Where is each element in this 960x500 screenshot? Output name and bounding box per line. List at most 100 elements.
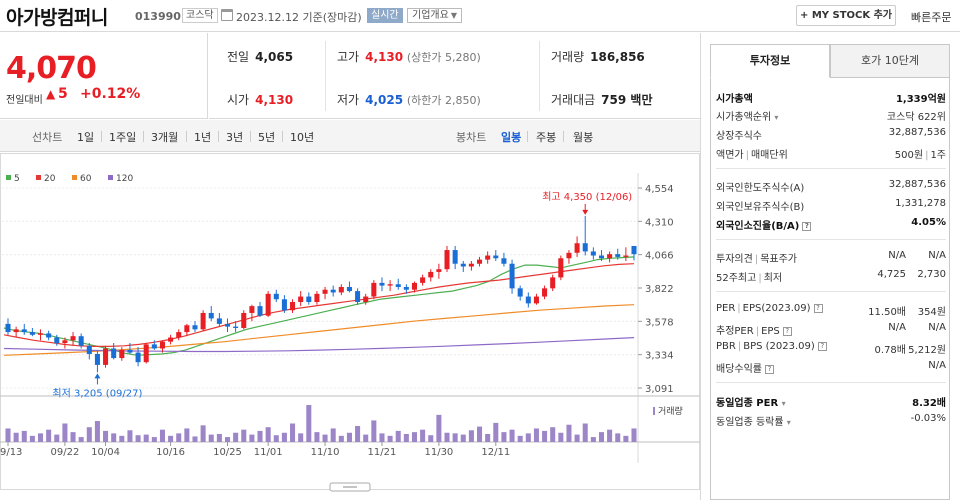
quick-order-link[interactable]: 빠른주문 bbox=[911, 11, 952, 24]
chevron-down-icon[interactable]: ▾ bbox=[781, 399, 786, 408]
high-arrow-head bbox=[582, 209, 589, 215]
label-text: 52주최고 bbox=[716, 273, 757, 284]
label-text: PBR bbox=[716, 341, 736, 352]
candle-body bbox=[607, 254, 613, 259]
volume-bar bbox=[94, 421, 100, 442]
label-text: 외국인소진율(B/A) bbox=[716, 221, 800, 232]
help-icon[interactable]: ? bbox=[817, 341, 827, 351]
candle-daily[interactable]: 일봉 bbox=[501, 131, 522, 144]
candle-body bbox=[444, 250, 450, 270]
separator: | bbox=[758, 273, 762, 284]
period-3m[interactable]: 3개월 bbox=[151, 131, 179, 144]
stat-label: 거래량 bbox=[551, 50, 585, 64]
company-overview-dropdown[interactable]: 기업개요 ▼ bbox=[407, 8, 462, 23]
label-text: 추정PER bbox=[716, 326, 754, 337]
candle-body bbox=[590, 251, 596, 256]
x-tick-label: 09/13 bbox=[0, 447, 22, 458]
market-badge: 코스닥 bbox=[182, 8, 218, 23]
label: 배당수익률? bbox=[716, 360, 774, 375]
help-icon[interactable]: ? bbox=[813, 303, 823, 313]
ma-line-20 bbox=[3, 263, 635, 347]
period-1d[interactable]: 1일 bbox=[77, 131, 95, 144]
chevron-down-icon[interactable]: ▾ bbox=[786, 418, 791, 427]
value: 1,331,278 bbox=[895, 198, 946, 209]
help-icon[interactable]: ? bbox=[765, 364, 774, 374]
volume-bar bbox=[241, 429, 247, 442]
volume-bar bbox=[525, 433, 531, 442]
candle-chart-label[interactable]: 봉차트 bbox=[456, 131, 487, 144]
candle-body bbox=[184, 325, 190, 333]
volume-bar bbox=[452, 433, 458, 442]
candle-weekly[interactable]: 주봉 bbox=[536, 131, 557, 144]
candle-body bbox=[411, 282, 418, 290]
tab-orderbook-10[interactable]: 호가 10단계 bbox=[830, 44, 950, 78]
candle-body bbox=[119, 349, 125, 359]
add-mystock-button[interactable]: + MY STOCK 추가 bbox=[796, 5, 896, 26]
tab-investment-info[interactable]: 투자정보 bbox=[710, 44, 830, 78]
volume-bar bbox=[566, 424, 572, 442]
help-icon[interactable]: ? bbox=[782, 326, 792, 336]
label-text: 매매단위 bbox=[750, 150, 788, 161]
lower-limit: (하한가 2,850) bbox=[406, 94, 481, 107]
candle-body bbox=[403, 286, 409, 290]
chevron-down-icon[interactable]: ▾ bbox=[774, 113, 779, 122]
separator: | bbox=[737, 303, 741, 314]
label-text: 목표주가 bbox=[760, 254, 797, 265]
change-percent: +0.12% bbox=[80, 86, 141, 102]
chevron-down-icon: ▼ bbox=[450, 11, 457, 20]
candle-body bbox=[265, 293, 271, 316]
volume-bar bbox=[119, 435, 125, 442]
up-arrow-icon: ▲ bbox=[46, 87, 56, 101]
candle-body bbox=[566, 252, 572, 259]
candle-body bbox=[62, 340, 68, 344]
candle-body bbox=[468, 263, 474, 267]
volume-bar bbox=[590, 437, 596, 442]
candle-body bbox=[631, 245, 637, 255]
candle-monthly[interactable]: 월봉 bbox=[573, 131, 594, 144]
period-1w[interactable]: 1주일 bbox=[109, 131, 137, 144]
value: N/A bbox=[928, 360, 946, 371]
label-text: BPS (2023.09) bbox=[743, 341, 815, 352]
candle-body bbox=[54, 337, 60, 344]
volume-bar bbox=[550, 427, 556, 442]
help-icon[interactable]: ? bbox=[802, 221, 812, 231]
legend-label: 5 bbox=[14, 174, 20, 184]
line-chart-label[interactable]: 선차트 bbox=[32, 131, 63, 144]
volume-bar bbox=[216, 433, 222, 442]
divider bbox=[325, 41, 326, 111]
candle-body bbox=[208, 312, 214, 319]
period-3y[interactable]: 3년 bbox=[226, 131, 244, 144]
separator: | bbox=[737, 341, 742, 352]
candle-body bbox=[452, 250, 458, 264]
label: 동일업종 등락률 ▾ bbox=[716, 413, 791, 428]
stock-chart[interactable]: 5 20 60 120 4,554 4,310 4,066 3,822 3,578 3,334 3,… bbox=[0, 153, 700, 500]
investment-info-table: 시가총액 1,339억원 시가총액순위 ▾ 코스닥 622위 상장주식수 32,887… bbox=[710, 78, 950, 500]
volume-bar bbox=[78, 437, 84, 442]
stat-value: 4,130 bbox=[365, 50, 404, 64]
candle-body bbox=[558, 258, 564, 278]
period-10y[interactable]: 10년 bbox=[290, 131, 315, 144]
label-text: 투자의견 bbox=[716, 254, 753, 265]
volume-bar bbox=[54, 434, 60, 442]
overview-label: 기업개요 bbox=[412, 10, 449, 21]
volume-bar bbox=[322, 434, 328, 442]
realtime-button[interactable]: 실시간 bbox=[367, 8, 403, 23]
candle-body bbox=[379, 282, 385, 286]
candle-body bbox=[94, 353, 100, 365]
volume-bar bbox=[623, 435, 629, 442]
volume-bar bbox=[346, 432, 352, 442]
divider bbox=[218, 131, 219, 142]
company-name: 아가방컴퍼니 bbox=[6, 7, 108, 29]
candle-body bbox=[127, 349, 133, 353]
volume-bar bbox=[159, 429, 165, 442]
period-5y[interactable]: 5년 bbox=[258, 131, 276, 144]
period-1y[interactable]: 1년 bbox=[194, 131, 212, 144]
volume-bar bbox=[501, 432, 507, 442]
label: PER | EPS(2023.09)? bbox=[716, 303, 823, 314]
candle-body bbox=[192, 325, 198, 330]
volume-bar bbox=[371, 420, 377, 442]
volume-bar bbox=[21, 430, 27, 442]
legend-swatch bbox=[6, 175, 11, 180]
legend-label: 120 bbox=[116, 174, 133, 184]
stock-header: 아가방컴퍼니 013990 코스닥 2023.12.12 기준(장마감) 실시간… bbox=[0, 0, 960, 32]
